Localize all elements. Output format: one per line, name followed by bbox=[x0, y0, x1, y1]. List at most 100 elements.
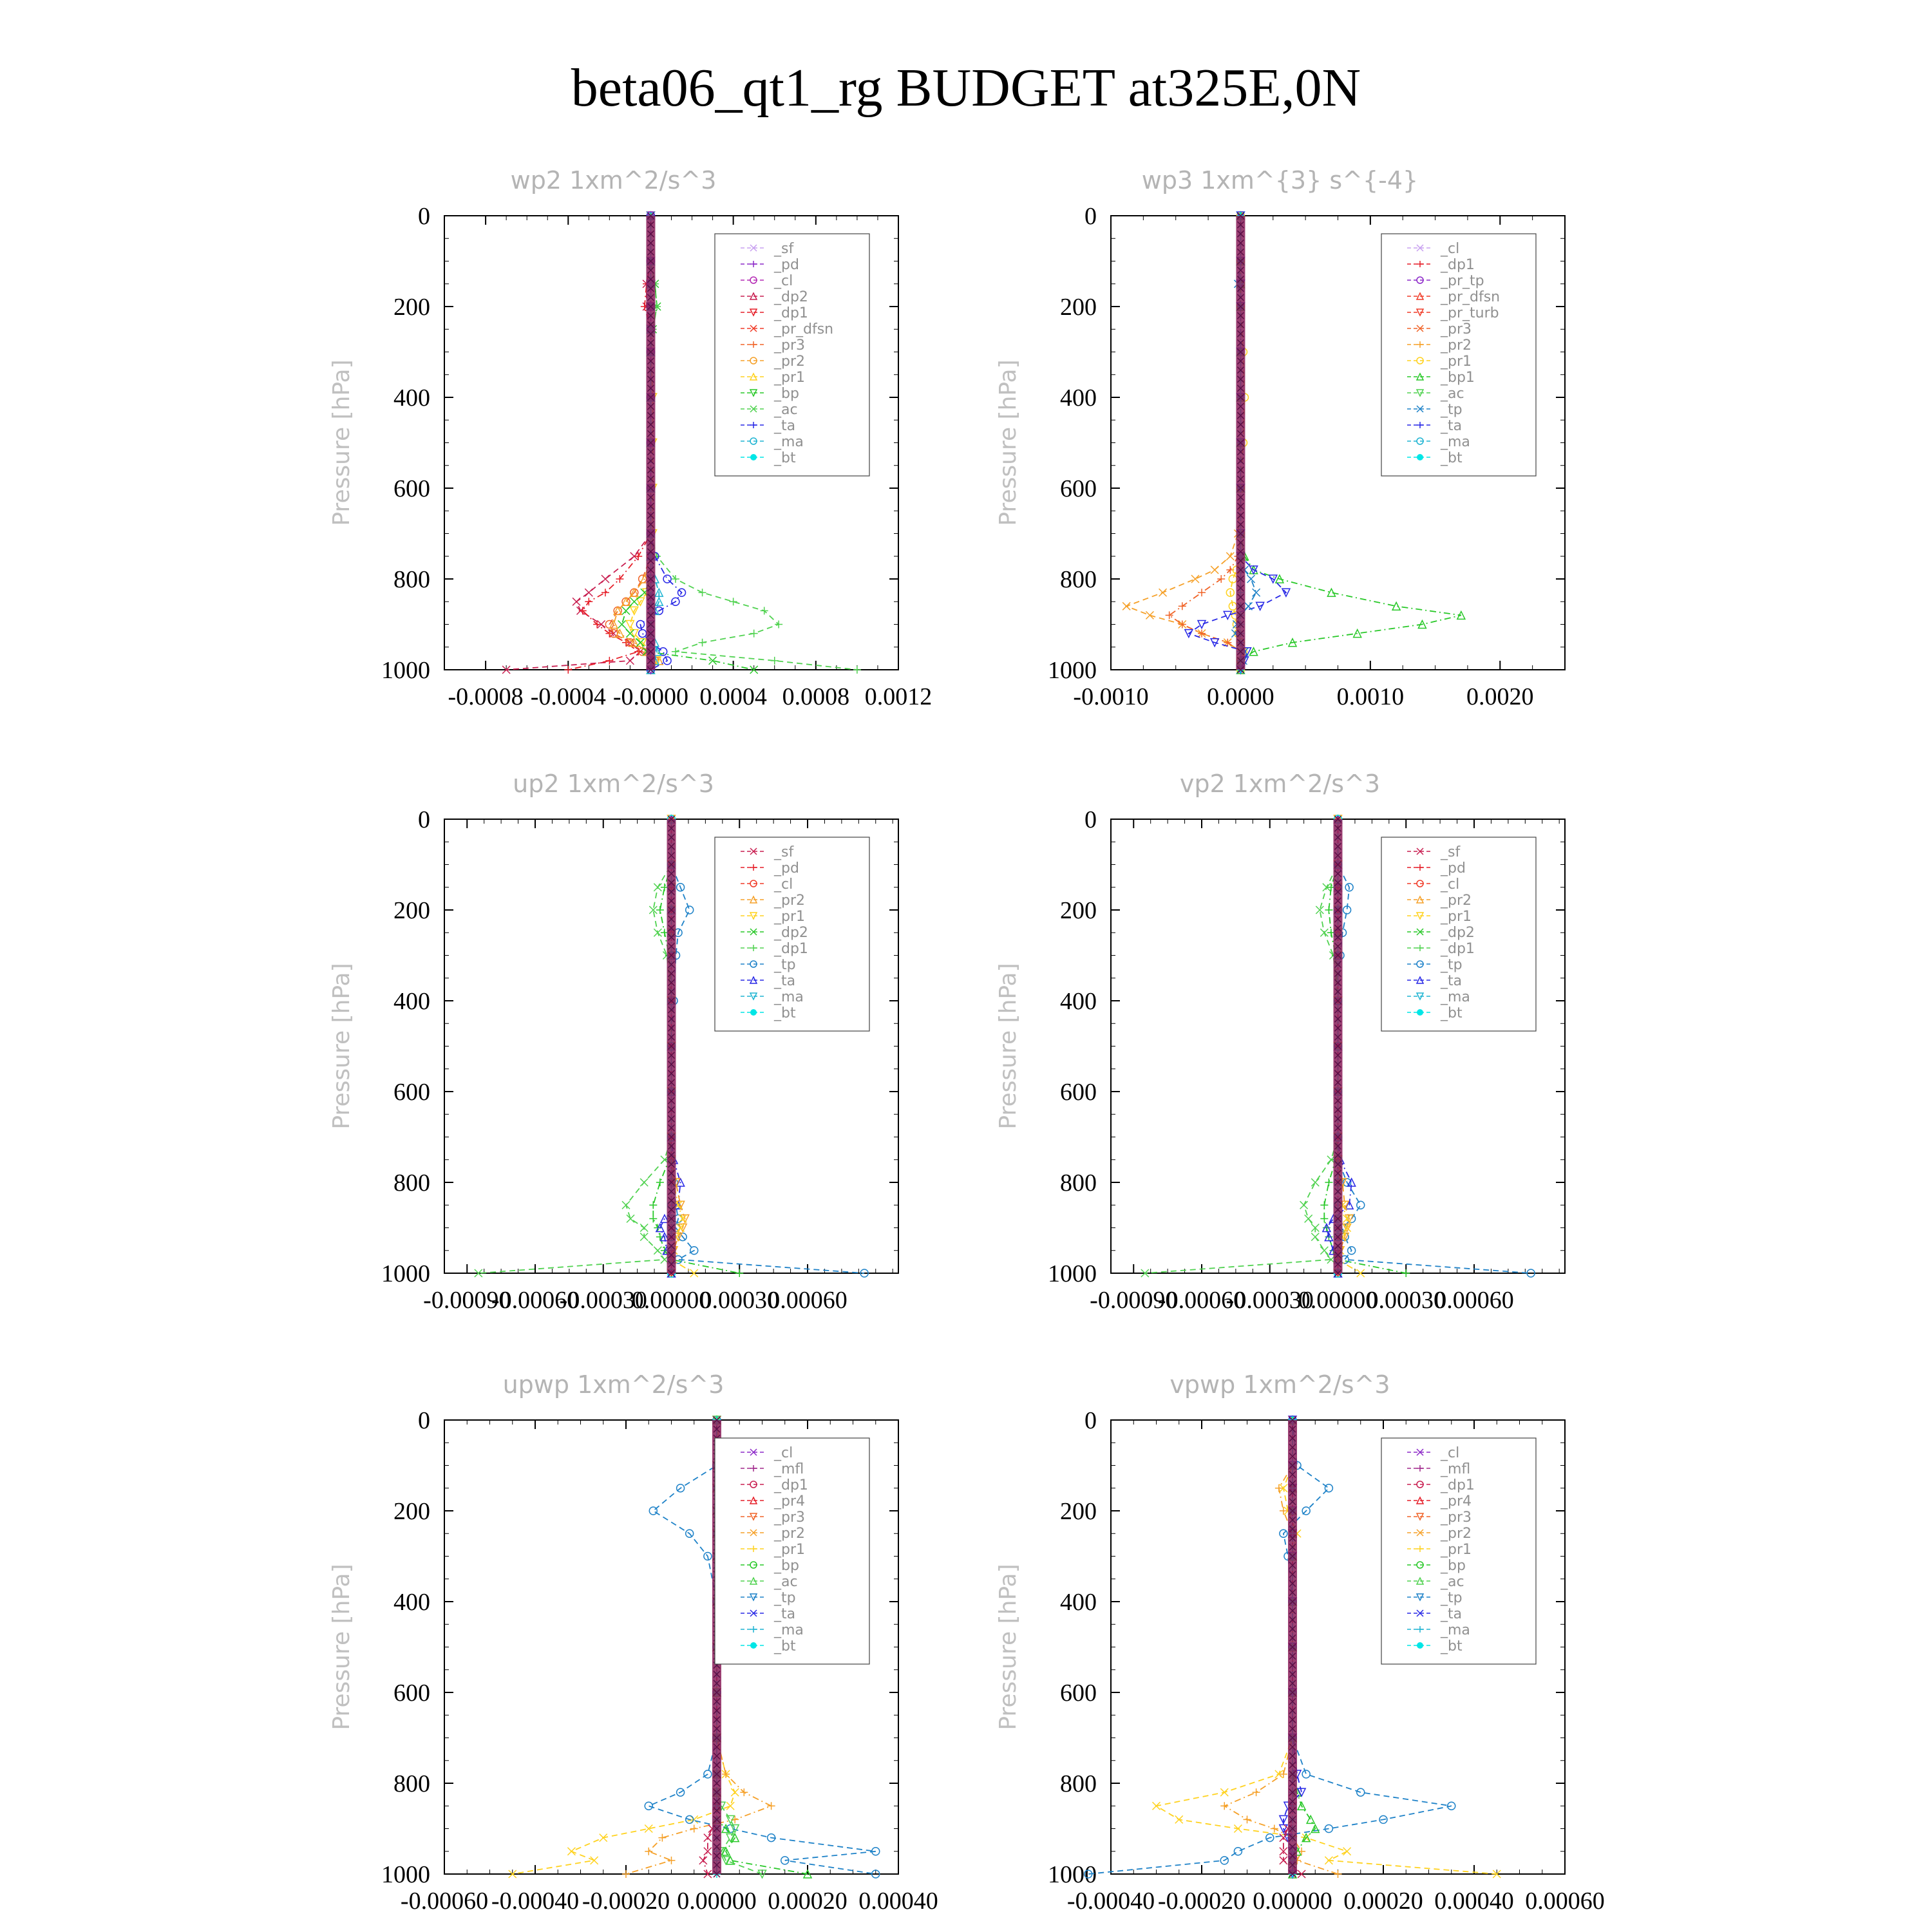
data-point bbox=[671, 647, 679, 656]
data-point bbox=[636, 620, 645, 629]
legend-marker bbox=[749, 895, 758, 904]
zero-profile-marker bbox=[1236, 566, 1244, 574]
data-point bbox=[649, 1215, 658, 1223]
zero-profile-marker bbox=[667, 942, 676, 950]
zero-profile-marker bbox=[1334, 1070, 1342, 1077]
zero-profile-marker bbox=[1236, 439, 1244, 447]
legend-label: _pr1 bbox=[773, 1542, 805, 1558]
zero-profile-marker bbox=[1236, 257, 1244, 265]
zero-profile-marker bbox=[647, 230, 654, 238]
legend-label: _ta bbox=[1440, 418, 1462, 434]
data-point bbox=[1178, 602, 1186, 611]
panel-4: vp2 1xm^2/s^3 Pressure [hPa] 0 200 400 600 800… bbox=[995, 770, 1566, 1314]
data-point bbox=[1324, 1856, 1333, 1865]
zero-profile-marker bbox=[1236, 421, 1244, 428]
zero-profile-marker bbox=[1236, 348, 1244, 356]
zero-profile-marker bbox=[647, 466, 654, 474]
zero-profile-marker bbox=[1334, 951, 1342, 960]
legend-marker bbox=[1417, 454, 1423, 460]
data-point bbox=[1324, 1824, 1334, 1833]
zero-profile-marker bbox=[1334, 1170, 1342, 1177]
y-tick-label: 600 bbox=[393, 1079, 430, 1106]
data-point bbox=[1526, 1269, 1535, 1278]
data-point bbox=[685, 1529, 694, 1538]
data-point bbox=[1278, 1815, 1289, 1825]
data-point bbox=[655, 1222, 665, 1233]
zero-profile-marker bbox=[1334, 1215, 1342, 1222]
y-tick-label: 0 bbox=[418, 1407, 430, 1434]
data-point bbox=[1279, 1529, 1288, 1538]
zero-profile-marker bbox=[667, 1024, 676, 1032]
data-point bbox=[760, 607, 768, 615]
data-point bbox=[730, 1788, 739, 1797]
zero-profile-marker bbox=[1334, 942, 1342, 950]
zero-profile-marker bbox=[667, 870, 676, 878]
y-tick-label: 200 bbox=[393, 1498, 430, 1525]
zero-profile-marker bbox=[1334, 979, 1342, 987]
legend-marker bbox=[750, 454, 757, 460]
zero-profile-marker bbox=[1289, 1852, 1296, 1860]
zero-profile-marker bbox=[667, 924, 676, 932]
data-point bbox=[584, 588, 593, 597]
zero-profile-marker bbox=[1236, 457, 1244, 465]
data-point bbox=[1141, 1269, 1150, 1278]
data-point bbox=[644, 1801, 653, 1810]
legend-label: _bp1 bbox=[1440, 370, 1475, 386]
legend-marker bbox=[749, 1513, 758, 1521]
legend-marker bbox=[1416, 308, 1425, 317]
legend-marker bbox=[750, 864, 757, 871]
legend-marker bbox=[1416, 1496, 1425, 1504]
legend-label: _pr2 bbox=[1440, 1526, 1472, 1542]
zero-profile-marker bbox=[647, 584, 654, 592]
zero-profile-marker bbox=[1334, 1015, 1342, 1023]
y-axis-label: Pressure [hPa] bbox=[995, 359, 1021, 526]
data-point bbox=[750, 665, 759, 674]
zero-profile-marker bbox=[667, 824, 676, 832]
zero-profile-marker bbox=[1289, 1543, 1296, 1551]
data-point bbox=[1217, 575, 1226, 583]
zero-profile-marker bbox=[647, 439, 654, 447]
zero-profile-marker bbox=[713, 1425, 721, 1433]
data-point bbox=[721, 1846, 731, 1856]
data-point bbox=[676, 1177, 685, 1187]
zero-profile-marker bbox=[1334, 933, 1342, 941]
data-point bbox=[1315, 905, 1324, 914]
data-point bbox=[1379, 1815, 1388, 1824]
zero-profile-marker bbox=[647, 375, 654, 383]
data-point bbox=[615, 628, 625, 638]
y-tick-label: 800 bbox=[1060, 1170, 1097, 1197]
data-point bbox=[639, 1178, 649, 1187]
data-point bbox=[1244, 601, 1253, 611]
legend: _cl_mfl_dp1_pr4_pr3_pr2_pr1_bp_ac_tp_ta_… bbox=[1381, 1437, 1537, 1665]
data-point bbox=[690, 1824, 698, 1833]
legend-box bbox=[714, 1437, 870, 1665]
zero-profile-marker bbox=[647, 339, 654, 346]
legend-label: _bt bbox=[773, 1638, 796, 1654]
zero-profile-marker bbox=[667, 1170, 676, 1177]
legend-label: _pr3 bbox=[1440, 321, 1472, 337]
legend: _sf_pd_cl_dp2_dp1_pr_dfsn_pr3_pr2_pr1_bp… bbox=[714, 233, 870, 477]
x-tick-label: -0.00040 bbox=[491, 1888, 579, 1915]
data-point bbox=[645, 1847, 653, 1855]
legend-label: _bt bbox=[1440, 1638, 1463, 1654]
legend-marker bbox=[750, 1448, 757, 1456]
data-point bbox=[1226, 552, 1235, 561]
y-tick-label: 600 bbox=[393, 1680, 430, 1707]
legend: _sf_pd_cl_pr2_pr1_dp2_dp1_tp_ta_ma_bt bbox=[1381, 837, 1537, 1032]
data-point bbox=[740, 1788, 748, 1797]
panel-title: up2 1xm^2/s^3 bbox=[513, 770, 714, 798]
zero-profile-marker bbox=[647, 639, 654, 647]
data-point bbox=[656, 1179, 664, 1186]
zero-profile-marker bbox=[647, 285, 654, 292]
zero-profile-marker bbox=[647, 330, 654, 337]
zero-profile-marker bbox=[1236, 330, 1244, 337]
data-point bbox=[625, 656, 634, 665]
zero-profile-marker bbox=[1236, 539, 1244, 547]
zero-profile-marker bbox=[647, 539, 654, 547]
zero-profile-marker bbox=[667, 1215, 676, 1222]
data-point bbox=[653, 883, 662, 892]
data-point bbox=[703, 1551, 712, 1561]
zero-profile-marker bbox=[1334, 970, 1342, 978]
zero-profile-marker bbox=[647, 630, 654, 638]
data-point bbox=[653, 928, 662, 937]
